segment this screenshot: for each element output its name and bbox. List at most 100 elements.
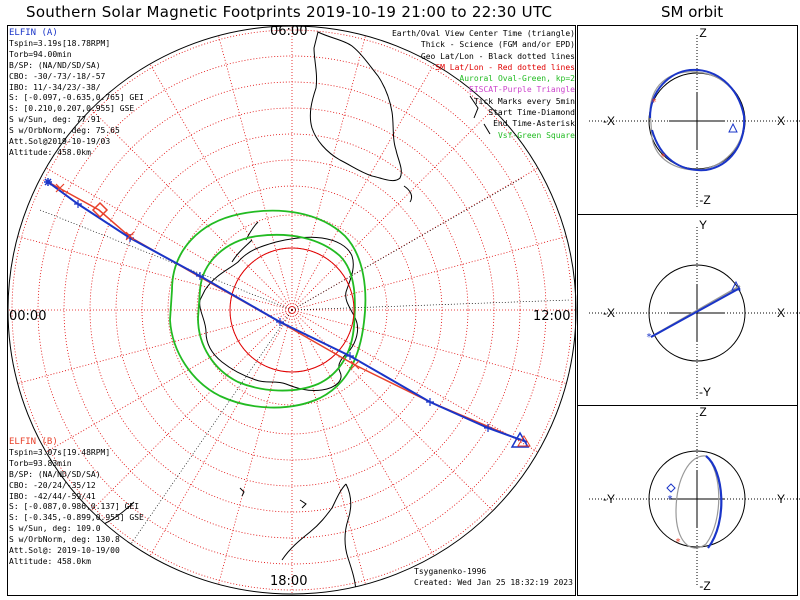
xz-panel: Z -Z -X X * *: [589, 26, 800, 207]
elfin-b-tick: [350, 360, 360, 370]
elfin-a-line: Torb=94.00min: [9, 49, 72, 59]
sm-longitude-line: [40, 309, 293, 456]
elfin-a-line: Att.Sol@2019-10-19/03: [9, 137, 111, 147]
legend-entry: Geo Lat/Lon - Black dotted lines: [420, 51, 575, 61]
elfin-b-track: [49, 182, 521, 441]
elfin-a-line: CBO: -30/-73/-18/-57: [9, 71, 106, 81]
legend-entry: Auroral Oval-Green, kp=2: [459, 74, 575, 84]
elfin-b-header: ELFIN (B): [9, 437, 58, 447]
sm-latitude-circle: [196, 214, 388, 406]
sm-longitude-line: [291, 309, 368, 591]
sm-longitude-line: [11, 234, 293, 311]
elfin-a-line: S w/OrbNorm, deg: 75.65: [9, 126, 120, 136]
created-label: Created: Wed Jan 25 18:32:19 2023: [414, 578, 573, 587]
geo-grid: [39, 177, 571, 561]
orbit-b-track: [675, 455, 720, 549]
yz-panel: Z -Z -Y Y * *: [589, 405, 800, 593]
sm-longitude-line: [291, 309, 544, 456]
orbit-panels-frame: [577, 25, 798, 596]
axis-label-left: -Y: [603, 492, 615, 506]
elfin-b-line: S: [-0.087,0.986,0.137] GEI: [9, 502, 140, 512]
orbit-a-track: [705, 455, 723, 549]
axis-label-right: X: [777, 306, 785, 320]
legend-entry: Thick - Science (FGM and/or EPD): [420, 40, 575, 50]
orbit-a-triangle: [728, 122, 738, 133]
elfin-b-line: CBO: -20/24/-35/12: [9, 480, 96, 490]
orbit-panel-title: SM orbit: [661, 3, 724, 21]
sm-longitude-line: [291, 234, 573, 311]
sm-longitude-line: [146, 58, 293, 311]
orbit-b-marker: *: [651, 97, 657, 108]
elfin-a-tick: [426, 398, 434, 406]
elfin-b-line: B/SP: (NA/ND/SD/SA): [9, 469, 101, 479]
mlt-label-bottom: 18:00: [270, 574, 308, 589]
orbit-a-diamond: [666, 483, 676, 493]
elfin-a-tick: [196, 272, 204, 280]
elfin-a-tick: [484, 424, 492, 432]
xy-panel: Y -Y -X X *: [589, 218, 800, 399]
sm-inner-circle: [229, 247, 355, 373]
sm-longitude-line: [291, 309, 498, 516]
elfin-b-line: S w/OrbNorm, deg: 130.8: [9, 535, 120, 545]
legend-entry: Earth/Oval View Center Time (triangle): [391, 29, 575, 38]
elfin-a-line: Tspin=3.19s[18.78RPM]: [9, 38, 111, 48]
footprint-tracks: [44, 178, 531, 448]
elfin-b-end-triangle: [517, 435, 531, 447]
axis-label-top: Z: [699, 405, 706, 419]
sm-longitude-line: [216, 29, 293, 311]
sm-longitude-line: [146, 309, 293, 562]
earth-circle: [648, 450, 746, 548]
elfin-a-track: [47, 181, 528, 443]
mlt-label-left: 00:00: [9, 309, 47, 324]
elfin-b-line: Altitude: 458.0km: [9, 556, 91, 566]
elfin-b-line: IBO: -42/44/-59/41: [9, 491, 96, 501]
axis-label-right: Y: [777, 492, 785, 506]
elfin-b-start-diamond: [91, 201, 109, 219]
orbit-a-track: [650, 287, 741, 338]
elfin-a-end-triangle: [510, 431, 530, 448]
elfin-b-tick: [55, 183, 65, 193]
legend: Earth/Oval View Center Time (triangle) Th…: [392, 28, 575, 141]
mlt-label-right: 12:00: [533, 309, 571, 324]
legend-entry: SM Lat/Lon - Red dotted lines: [435, 62, 575, 72]
sm-longitude-line: [11, 309, 293, 386]
globe-outline: [7, 25, 577, 595]
axis-label-left: -X: [603, 114, 615, 128]
axis-label-bottom: -Z: [699, 579, 710, 593]
elfin-b-line: Tspin=3.07s[19.48RPM]: [9, 447, 111, 457]
elfin-a-line: S w/Sun, deg: 77.91: [9, 115, 101, 125]
elfin-b-info: ELFIN (B) Tspin=3.07s[19.48RPM] Torb=93.8…: [9, 437, 144, 568]
sm-longitude-line: [86, 309, 293, 516]
axis-label-top: Z: [699, 26, 706, 40]
footer: Tsyganenko-1996 Created: Wed Jan 25 18:3…: [414, 566, 573, 588]
sm-latitude-circle: [115, 133, 469, 487]
elfin-b-line: Torb=93.83min: [9, 458, 72, 468]
sm-longitude-line: [291, 58, 438, 311]
legend-entry: End Time-Asterisk: [493, 119, 575, 129]
chart-title: Southern Solar Magnetic Footprints 2019-…: [26, 3, 553, 21]
legend-entry: Start Time-Diamond: [488, 108, 575, 118]
axis-label-bottom: -Y: [699, 385, 711, 399]
axis-label-top: Y: [699, 218, 707, 232]
legend-entry: EISCAT-Purple Triangle: [469, 85, 575, 95]
legend-entry: Tick Marks every 5min: [473, 96, 575, 106]
elfin-b-line: S: [-0.345,-0.899,0.955] GSE: [9, 513, 144, 523]
elfin-b-line: Att.Sol@: 2019-10-19/00: [9, 546, 120, 556]
elfin-a-line: S: [-0.097,-0.635,0.765] GEI: [9, 93, 144, 103]
elfin-a-tick: [276, 318, 284, 326]
elfin-a-line: B/SP: (NA/ND/SD/SA): [9, 60, 101, 70]
orbit-a-asterisk: *: [667, 494, 673, 505]
orbit-b-asterisk: *: [675, 537, 681, 548]
elfin-b-tick: [125, 231, 135, 241]
mlt-label-top: 06:00: [270, 24, 308, 39]
elfin-a-line: IBO: 11/-34/23/-38/: [9, 82, 101, 92]
sm-longitude-line: [40, 164, 293, 311]
orbit-plots: Z -Z -X X * * Y -Y -X X * Z -Z -Y Y * *: [589, 26, 800, 593]
orbit-a-triangle: [731, 280, 741, 291]
legend-entry: Vsf-Green Square: [497, 130, 575, 140]
elfin-a-info: ELFIN (A) Tspin=3.19s[18.78RPM] Torb=94.0…: [9, 28, 144, 159]
sm-longitude-line: [291, 309, 438, 562]
elfin-a-header: ELFIN (A): [9, 28, 58, 38]
sm-longitude-line: [291, 29, 368, 311]
